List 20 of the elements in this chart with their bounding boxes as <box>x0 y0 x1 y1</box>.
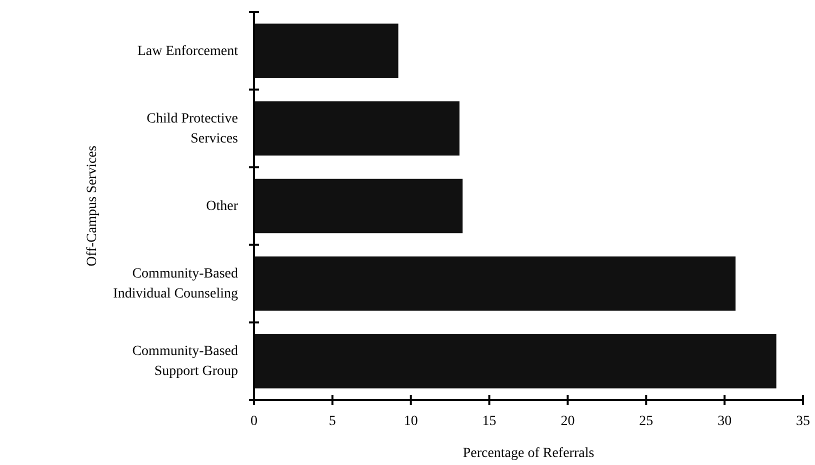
x-tick-label: 25 <box>639 414 654 429</box>
x-tick-label: 35 <box>796 414 810 429</box>
x-tick-label: 0 <box>250 414 258 429</box>
y-axis-title: Off-Campus Services <box>85 146 100 266</box>
y-tick-label: Child Protective Services <box>146 110 238 146</box>
x-tick-label: 30 <box>718 414 732 429</box>
x-tick-label: 10 <box>404 414 418 429</box>
bar <box>254 101 460 156</box>
bar <box>254 256 736 311</box>
x-tick-label: 5 <box>328 414 336 429</box>
y-tick-label: Community-Based Support Group <box>132 344 238 379</box>
bar <box>254 24 398 78</box>
x-tick-label: 20 <box>560 414 575 429</box>
bar <box>254 334 776 388</box>
x-axis-title: Percentage of Referrals <box>462 446 594 461</box>
y-tick-label: Law Enforcement <box>137 43 238 58</box>
x-tick-label: 15 <box>482 414 496 429</box>
y-tick-label: Other <box>206 198 238 214</box>
y-tick-label: Community-Based Individual Counseling <box>113 266 238 302</box>
bar <box>254 178 463 234</box>
